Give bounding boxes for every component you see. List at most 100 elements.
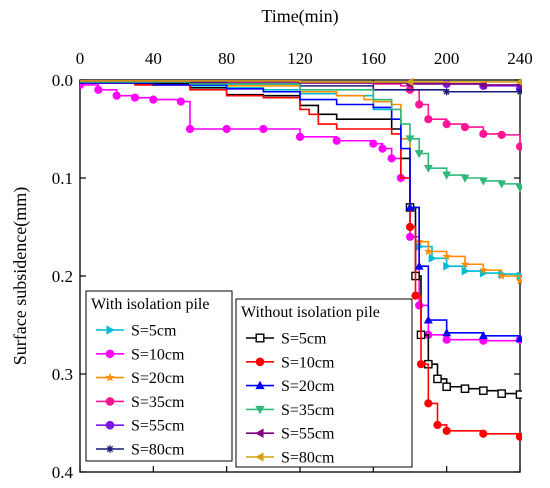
y-axis-title: Surface subsidence(mm) [10,187,31,365]
legend-marker [106,445,114,453]
data-point [259,124,268,134]
data-point [332,136,341,145]
data-point [443,261,452,271]
data-point [460,122,470,132]
x-tick-label: 80 [218,49,235,68]
legend-label: S=20cm [131,370,185,387]
data-point [515,184,522,193]
series-without-pile-s10cm [80,82,522,441]
data-point [424,399,433,408]
data-point [433,374,442,384]
data-point [442,251,452,261]
data-point [416,360,426,369]
data-point [423,164,433,173]
data-point [478,80,487,90]
series-without-pile-s35cm [80,81,522,193]
legend-label: S=80cm [281,450,335,467]
legend-label: S=5cm [281,331,327,348]
y-tick-label: 0.1 [52,169,73,188]
series-line [80,82,521,339]
data-point [423,315,433,324]
data-point [369,139,378,148]
legend-label: S=10cm [131,346,185,363]
data-point [185,124,195,134]
data-point [378,144,387,153]
data-point [405,222,415,232]
data-point [414,150,424,159]
legend-title: Without isolation pile [241,304,380,321]
data-point [497,271,507,280]
y-tick-label: 0.4 [52,463,74,482]
data-point [423,246,433,256]
data-point [460,174,470,183]
data-point [405,232,415,241]
data-point [405,202,415,211]
y-tick-label: 0.3 [52,365,73,384]
data-point [515,276,522,285]
data-point [478,331,488,340]
legend-marker [255,405,265,415]
data-point [149,95,158,104]
x-tick-label: 40 [145,49,162,68]
data-point [515,142,522,151]
data-point [442,328,452,337]
data-point [428,253,437,263]
data-point [414,261,424,270]
data-point [411,291,420,300]
legend-group-without-isolation-pile: Without isolation pile S=5cm S=10cm S=20cm S… [235,298,413,468]
legend-label: S=35cm [131,394,185,411]
legend-marker [255,333,265,343]
data-point [112,91,121,100]
legend-marker [106,325,115,335]
data-point [515,390,522,399]
series-line [80,81,521,276]
data-point [130,93,140,102]
legend-marker [255,380,265,390]
data-point [424,115,433,124]
data-point [443,88,451,96]
data-point [405,135,415,144]
data-point [479,129,488,138]
x-tick-label: 0 [76,49,85,68]
data-point [497,389,506,398]
x-axis-title: Time(min) [261,6,338,27]
x-tick-label: 120 [287,49,313,68]
data-point [479,386,488,395]
legend-marker [105,372,115,382]
legend-label: S=35cm [281,402,335,419]
data-point [516,88,522,96]
data-point [460,259,470,269]
data-point [442,426,451,435]
legend-marker [105,349,115,359]
data-point [479,429,488,438]
legend-label: S=55cm [281,426,335,443]
data-point [176,97,185,106]
data-point [478,265,488,274]
data-point [405,78,414,87]
legend-marker [105,420,115,430]
legend-marker [255,357,265,367]
data-point [415,100,424,109]
legend-label: S=10cm [281,354,335,371]
data-point [497,180,507,189]
data-point [295,132,305,141]
data-point [222,124,231,134]
data-point [478,177,488,186]
series-with-pile-s5cm [80,81,522,281]
series-layer [80,78,522,441]
legend-title: With isolation pile [91,296,209,313]
y-tick-label: 0.2 [52,267,73,286]
legend: With isolation pile S=5cm S=10cm S=20cm S=35… [85,290,413,468]
legend-box [235,298,413,468]
y-tick-label: 0.0 [52,71,73,90]
x-tick-label: 240 [507,49,533,68]
x-tick-label: 160 [361,49,387,68]
legend-label: S=80cm [131,442,185,459]
data-point [515,432,522,441]
data-point [442,171,452,180]
data-point [442,382,451,392]
data-point [94,85,103,94]
data-point [515,78,522,86]
data-point [387,154,396,163]
